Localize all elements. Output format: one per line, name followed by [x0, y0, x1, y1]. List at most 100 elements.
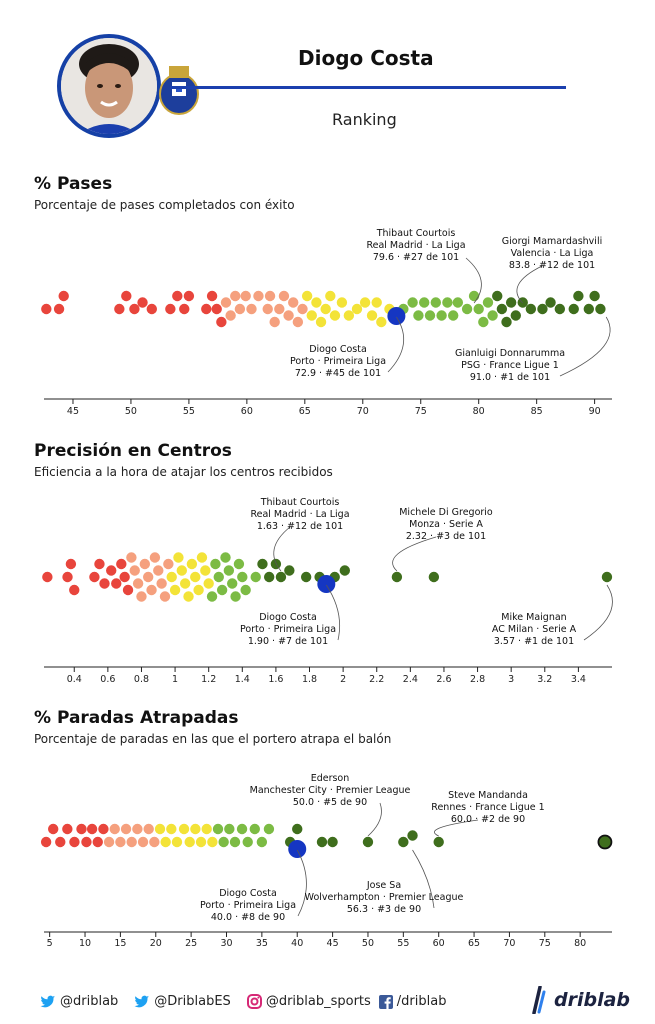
annotation-player-name: Gianluigi Donnarumma — [455, 348, 565, 359]
annotation-club-league: Manchester City · Premier League — [250, 785, 411, 796]
annotation-player-name: Steve Mandanda — [448, 790, 528, 801]
data-point — [216, 316, 227, 328]
data-point — [69, 584, 80, 596]
facebook-link[interactable]: /driblab — [378, 994, 446, 1009]
header-divider — [170, 86, 566, 89]
annotation-club-league: Monza · Serie A — [409, 519, 483, 530]
annotation-player-name: Mike Maignan — [501, 612, 566, 623]
instagram-link[interactable]: @driblab_sports — [246, 994, 371, 1009]
data-point — [116, 558, 127, 570]
twitter-link-driblab[interactable]: @driblab — [40, 994, 118, 1009]
data-point — [224, 823, 235, 835]
data-point — [371, 297, 382, 308]
data-point — [262, 303, 273, 315]
data-point — [237, 571, 248, 583]
x-tick-label: 1.8 — [302, 674, 317, 685]
data-point — [284, 565, 295, 576]
data-point — [336, 297, 348, 308]
data-point — [156, 578, 167, 589]
data-point — [568, 303, 579, 315]
data-point — [132, 578, 144, 589]
data-point — [297, 303, 308, 315]
player-highlight-point — [288, 840, 307, 858]
x-tick-label: 75 — [415, 406, 427, 417]
x-tick-label: 50 — [362, 938, 374, 949]
x-tick-label: 20 — [150, 938, 162, 949]
data-point — [442, 297, 453, 308]
data-point — [250, 571, 261, 583]
data-point — [137, 297, 148, 308]
data-point — [306, 310, 317, 321]
data-point — [339, 565, 351, 576]
data-point — [142, 571, 154, 583]
data-point — [468, 290, 480, 302]
data-point — [413, 310, 424, 321]
x-tick-label: 0.8 — [134, 674, 149, 685]
data-point — [223, 565, 235, 576]
annotation-leader-line — [392, 536, 437, 572]
annotation-player-name: Jose Sa — [366, 880, 401, 891]
annotation-leader-line — [325, 584, 341, 641]
x-tick-label: 10 — [79, 938, 91, 949]
annotation-club-league: Porto · Primeira Liga — [200, 900, 296, 911]
data-point — [114, 303, 125, 315]
data-point — [447, 310, 459, 321]
data-point — [220, 297, 232, 308]
data-point — [173, 552, 184, 563]
data-point — [103, 836, 115, 848]
driblab-logo-icon — [532, 986, 546, 1014]
data-point — [256, 836, 268, 848]
instagram-handle: @driblab_sports — [265, 994, 371, 1009]
x-tick-label: 80 — [574, 938, 586, 949]
data-point — [41, 303, 52, 315]
x-tick-label: 3.2 — [537, 674, 552, 685]
data-point — [111, 578, 122, 589]
data-point — [583, 303, 595, 315]
data-point — [176, 565, 187, 576]
data-point — [126, 552, 137, 563]
data-point — [94, 558, 105, 570]
data-point — [436, 310, 447, 321]
x-tick-label: 30 — [220, 938, 232, 949]
x-tick-label: 50 — [125, 406, 137, 417]
data-point — [201, 303, 212, 315]
annotation-leader-line — [387, 316, 405, 373]
data-point — [478, 316, 489, 328]
annotation-value-rank: 2.32 · #3 de 101 — [406, 531, 486, 542]
x-tick-label: 1.2 — [201, 674, 216, 685]
section-title-paradas: % Paradas Atrapadas — [34, 708, 239, 728]
annotation-value-rank: 83.8 · #12 de 101 — [509, 260, 595, 271]
data-point — [407, 830, 418, 841]
annotation-leader-line — [412, 849, 435, 909]
annotation-club-league: Real Madrid · La Liga — [250, 509, 349, 520]
data-point — [212, 823, 224, 835]
annotation-club-league: AC Milan · Serie A — [492, 624, 577, 635]
data-point — [149, 836, 160, 848]
data-point — [126, 836, 137, 848]
data-point — [253, 290, 264, 302]
data-point — [154, 823, 166, 835]
x-tick-label: 3.4 — [571, 674, 586, 685]
annotation-player-name: Diogo Costa — [259, 612, 317, 623]
data-point — [47, 823, 59, 835]
data-point — [270, 558, 282, 570]
avatar — [61, 38, 157, 134]
data-point — [53, 303, 65, 315]
data-point — [218, 836, 229, 848]
x-tick-label: 1.4 — [235, 674, 250, 685]
twitter-handle-2: @DriblabES — [154, 994, 231, 1009]
data-point — [595, 303, 606, 315]
data-point — [160, 836, 171, 848]
annotation-leader-line — [296, 849, 307, 917]
data-point — [343, 310, 355, 321]
data-point — [166, 571, 177, 583]
data-point — [183, 591, 194, 602]
twitter-link-driblabes[interactable]: @DriblabES — [134, 994, 231, 1009]
annotation-club-league: Valencia · La Liga — [511, 248, 594, 259]
data-point — [62, 823, 73, 835]
data-point — [186, 558, 198, 570]
data-point — [240, 584, 251, 596]
data-point — [190, 571, 201, 583]
section-title-pases: % Pases — [34, 174, 113, 194]
data-point — [264, 290, 276, 302]
